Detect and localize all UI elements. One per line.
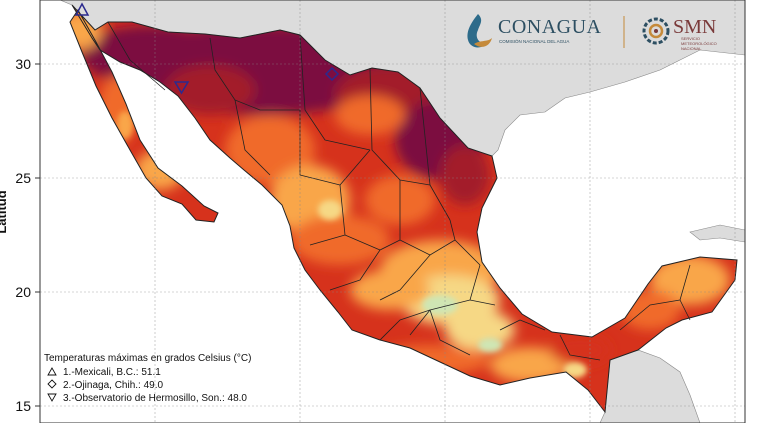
water-wave-icon: [474, 38, 492, 47]
marker-hermosillo: [173, 81, 190, 95]
legend-diamond-icon: [47, 379, 57, 389]
legend-item-2: 2.-Ojinaga, Chih.: 49.0: [63, 380, 163, 391]
y-tick-30: 30: [15, 56, 31, 72]
legend: Temperaturas máximas en grados Celsius (…: [44, 353, 251, 404]
legend-triangle-down-icon: [47, 393, 57, 402]
y-tick-15: 15: [15, 398, 31, 414]
smn-subtitle-2: METEOROLÓGICO: [681, 41, 717, 46]
water-drop-icon: [467, 14, 486, 48]
y-axis-title: Latitud: [0, 190, 9, 233]
smn-subtitle-1: SERVICIO: [681, 36, 700, 41]
conagua-subtitle: COMISIÓN NACIONAL DEL AGUA: [499, 38, 569, 44]
marker-mexicali: [74, 2, 90, 16]
gear-icon: [642, 17, 670, 45]
legend-item-1: 1.-Mexicali, B.C.: 51.1: [63, 367, 161, 378]
smn-logo: SMN SERVICIO METEOROLÓGICO NACIONAL: [642, 16, 717, 51]
legend-triangle-up-icon: [47, 367, 57, 376]
gridlines: [40, 0, 745, 423]
legend-item-3: 3.-Observatorio de Hermosillo, Son.: 48.…: [63, 393, 247, 404]
smn-subtitle-3: NACIONAL: [681, 46, 702, 51]
y-axis: 30 25 20 15 Latitud: [0, 56, 40, 414]
state-borders: [107, 21, 691, 361]
conagua-name: CONAGUA: [498, 16, 602, 38]
map-frame: [39, 0, 746, 423]
y-tick-25: 25: [15, 170, 31, 186]
marker-ojinaga: [324, 66, 340, 82]
smn-name: SMN: [673, 16, 716, 38]
y-tick-20: 20: [15, 284, 31, 300]
legend-title: Temperaturas máximas en grados Celsius (…: [44, 353, 251, 364]
cuba-land: [689, 224, 745, 243]
conagua-logo: CONAGUA COMISIÓN NACIONAL DEL AGUA: [467, 14, 602, 48]
